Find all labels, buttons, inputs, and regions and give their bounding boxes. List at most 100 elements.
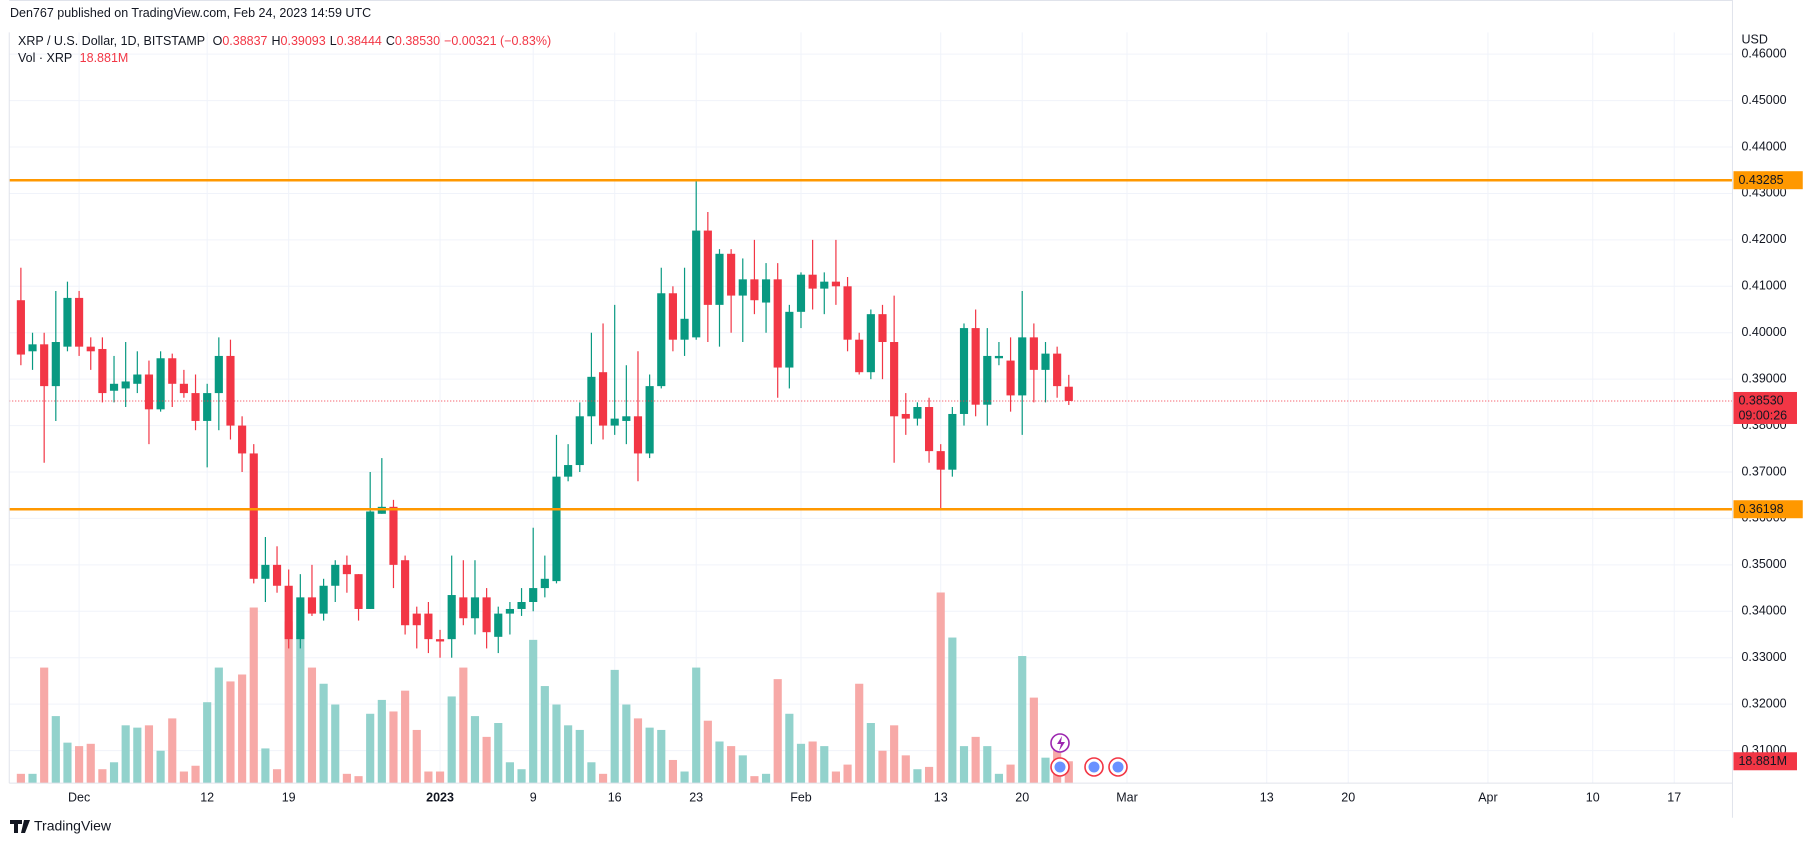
candle-body: [727, 253, 736, 296]
y-tick-label: 0.35000: [1741, 557, 1786, 571]
candle-body: [75, 297, 84, 347]
volume-bar: [948, 637, 957, 784]
volume-bar: [214, 667, 223, 784]
candle-body: [564, 465, 573, 477]
x-tick-label: 20: [1015, 790, 1029, 804]
candle-body: [63, 297, 72, 347]
candle-body: [296, 597, 305, 640]
overlays: [9, 178, 1733, 511]
volume-bar: [494, 723, 503, 784]
volume-bar: [866, 723, 875, 784]
candle-body: [179, 383, 188, 394]
volume-bar: [878, 750, 887, 784]
volume-bar: [238, 674, 247, 784]
candle-body: [529, 588, 538, 603]
candle-body: [226, 355, 235, 426]
volume-bar: [983, 746, 992, 784]
x-tick-label: 12: [200, 790, 214, 804]
volume-bar: [86, 743, 95, 784]
candle-body: [1018, 337, 1027, 396]
volume-bar: [51, 716, 60, 784]
candle-body: [28, 344, 37, 352]
volume-bar: [890, 725, 899, 784]
volume-bar: [401, 690, 410, 784]
volume-bar: [529, 639, 538, 784]
volume-bar: [913, 769, 922, 784]
candle-body: [994, 355, 1004, 359]
x-tick-label: 20: [1341, 790, 1355, 804]
price-label: 0.43285: [1738, 173, 1783, 187]
volume-bar: [773, 679, 782, 784]
volume-bar: [191, 765, 200, 784]
volume-bar: [598, 773, 608, 784]
volume-bar: [226, 681, 235, 784]
candle-body: [482, 597, 491, 633]
volume-bar: [575, 729, 584, 784]
volume-bar: [75, 746, 84, 784]
candle-body: [598, 372, 608, 426]
candle-body: [971, 328, 980, 405]
volume-bar: [342, 773, 351, 784]
candle-body: [121, 381, 130, 389]
volume-bar: [1006, 764, 1015, 784]
volume-bar: [959, 746, 969, 784]
volume-bar: [692, 667, 701, 784]
candle-body: [168, 358, 177, 384]
volume-pane: [16, 592, 1073, 784]
volume-bar: [377, 699, 386, 784]
volume-bar: [389, 711, 398, 784]
volume-bar: [715, 741, 724, 784]
candle-body: [761, 279, 771, 303]
volume-bar: [552, 704, 561, 784]
candle-body: [1006, 360, 1015, 396]
volume-bar: [261, 748, 270, 784]
x-tick-label: 9: [530, 790, 537, 804]
candle-body: [552, 476, 561, 582]
candle-body: [319, 585, 328, 614]
candle-body: [98, 348, 107, 394]
volume-bar: [796, 743, 806, 784]
x-tick-label: Mar: [1116, 790, 1138, 804]
x-tick-label: 2023: [426, 790, 454, 804]
candle-body: [831, 281, 840, 287]
candle-body: [820, 281, 829, 289]
ohlc-key: O: [212, 34, 223, 48]
ohlc-value: 0.38837: [222, 34, 268, 48]
candle-body: [272, 564, 282, 586]
candle-body: [622, 416, 631, 421]
event-icons[interactable]: [1050, 733, 1128, 777]
countdown: 09:00:26: [1738, 408, 1787, 422]
volume-bar: [459, 667, 468, 784]
y-tick-label: 0.41000: [1741, 279, 1786, 293]
volume-bar: [924, 766, 934, 784]
volume-bar: [272, 769, 282, 784]
y-tick-label: 0.40000: [1741, 325, 1786, 339]
candle-body: [505, 608, 514, 614]
y-tick-label: 0.46000: [1741, 46, 1786, 60]
volume-bar: [901, 755, 910, 784]
ohlc-value: 0.39093: [280, 34, 326, 48]
candle-body: [517, 602, 526, 609]
volume-bar: [144, 725, 154, 784]
candle-body: [1064, 386, 1073, 401]
volume-label-box: [1733, 752, 1797, 771]
volume-bar: [738, 755, 747, 784]
event-icon-glyph: [1054, 761, 1066, 773]
candle-body: [412, 613, 421, 626]
candle-body: [331, 564, 340, 586]
candle-body: [203, 393, 212, 421]
volume-bar: [63, 742, 72, 784]
brand-name: TradingView: [34, 818, 112, 834]
candle-body: [901, 413, 910, 419]
volume-bar: [622, 704, 631, 784]
y-tick-label: 0.45000: [1741, 93, 1786, 107]
volume-bar: [470, 716, 480, 784]
candle-body: [808, 274, 817, 289]
volume-bar: [98, 769, 107, 784]
candle-body: [109, 383, 119, 391]
event-icon-glyph: [1112, 761, 1124, 773]
candle-body: [633, 416, 643, 454]
y-tick-label: 0.34000: [1741, 604, 1786, 618]
volume-bar: [331, 704, 340, 784]
volume-bar: [855, 683, 864, 784]
